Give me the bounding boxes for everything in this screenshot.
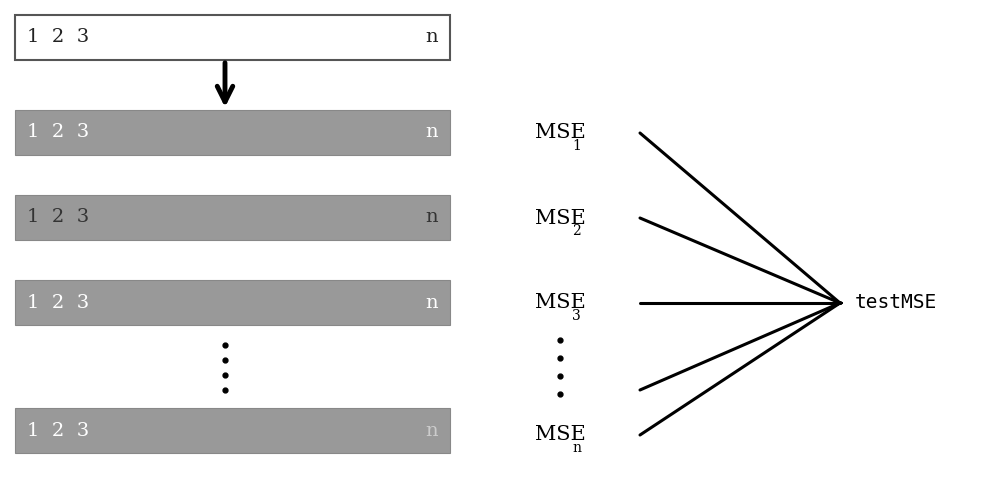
- Text: n: n: [425, 208, 438, 227]
- Text: 1  2  3: 1 2 3: [27, 208, 89, 227]
- Text: n: n: [572, 441, 581, 455]
- Text: MSE: MSE: [535, 123, 586, 142]
- Bar: [15, 280, 450, 325]
- Text: n: n: [425, 293, 438, 312]
- Text: 1  2  3: 1 2 3: [27, 422, 89, 439]
- Text: 3: 3: [572, 309, 581, 323]
- Text: n: n: [425, 29, 438, 46]
- Bar: [15, 15, 450, 60]
- Text: MSE: MSE: [535, 293, 586, 313]
- Text: 1  2  3: 1 2 3: [27, 29, 89, 46]
- Bar: [15, 110, 450, 155]
- Text: testMSE: testMSE: [855, 293, 937, 313]
- Text: 2: 2: [572, 224, 581, 238]
- Bar: [15, 408, 450, 453]
- Text: 1  2  3: 1 2 3: [27, 293, 89, 312]
- Text: n: n: [425, 422, 438, 439]
- Text: MSE: MSE: [535, 208, 586, 228]
- Text: 1  2  3: 1 2 3: [27, 123, 89, 141]
- Text: MSE: MSE: [535, 425, 586, 445]
- Bar: [15, 195, 450, 240]
- Text: n: n: [425, 123, 438, 141]
- Text: 1: 1: [572, 139, 581, 153]
